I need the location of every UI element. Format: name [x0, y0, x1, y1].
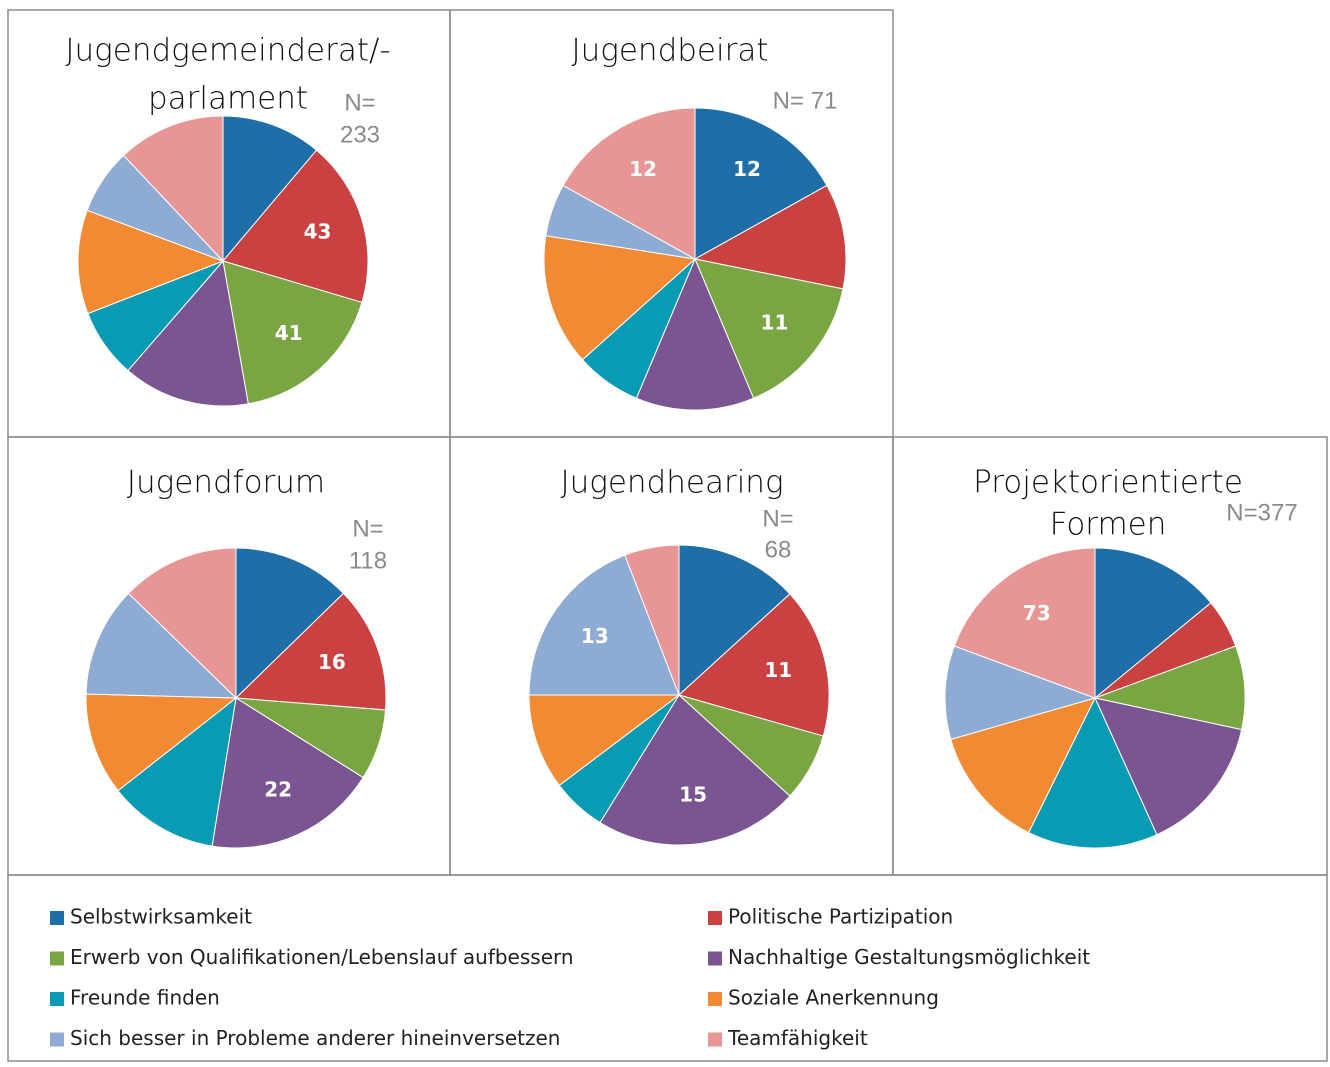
pie-slice [944, 645, 1097, 740]
pie-slice [693, 184, 847, 290]
legend-swatch [50, 951, 64, 966]
pie-slice [127, 547, 237, 700]
chart-title: Jugendforum [127, 465, 325, 501]
pie-slice [234, 592, 387, 711]
chart-title: Jugendhearing [560, 465, 783, 501]
pie-slice [222, 115, 318, 263]
pie-slice [1094, 697, 1243, 836]
data-label: 12 [733, 157, 761, 181]
data-label: 41 [275, 321, 303, 345]
n-label: N= 71 [773, 87, 838, 114]
pie-slice [543, 235, 697, 361]
pie-slice [77, 209, 225, 315]
pie-slice [222, 260, 363, 405]
pie-slice [599, 694, 791, 846]
legend-swatch [50, 992, 64, 1006]
n-label: 118 [349, 547, 387, 574]
pie-slice [235, 547, 345, 700]
data-label: 16 [318, 650, 346, 674]
pie-slice [85, 592, 238, 699]
pie-slice [222, 149, 369, 304]
legend-swatch [50, 1032, 64, 1047]
legend-swatch [708, 911, 722, 925]
legend-label: Erwerb von Qualifikationen/Lebenslauf au… [70, 945, 574, 969]
pie-slice [211, 697, 364, 849]
n-label: N= [762, 505, 793, 532]
data-label: 11 [761, 311, 789, 335]
n-label: N=377 [1226, 499, 1297, 526]
chart-title: Jugendbeirat [571, 33, 768, 69]
chart-title: Formen [1050, 507, 1167, 543]
n-label: N= [344, 89, 375, 116]
pie-slice [1093, 645, 1246, 731]
pie-slice [624, 544, 680, 696]
legend-swatch [708, 1032, 722, 1047]
data-label: 13 [581, 624, 609, 648]
pie-slice [953, 547, 1096, 699]
legend-label: Soziale Anerkennung [728, 986, 939, 1010]
pie-slice [635, 257, 755, 411]
pie-slice [950, 697, 1096, 834]
panel-borders [7, 9, 1328, 1062]
n-label: N= [352, 515, 383, 542]
legend-label: Selbstwirksamkeit [70, 905, 252, 929]
pie-slice [1094, 547, 1212, 700]
pie-slice [1027, 696, 1158, 849]
pie-slice [677, 593, 830, 737]
data-label: 15 [679, 783, 707, 807]
pie-slice [528, 694, 681, 787]
legend-panel [7, 874, 1328, 1062]
chart-title: Projektorientierte [973, 465, 1243, 501]
legend-label: Politische Partizipation [728, 905, 953, 929]
pie-slice [528, 554, 680, 696]
chart-title: Jugendgemeinderat/- [65, 33, 390, 69]
pie-slice [85, 693, 238, 792]
legend-label: Teamfähigkeit [727, 1026, 868, 1050]
pie-slice [127, 259, 249, 407]
chart-title: parlament [148, 81, 308, 117]
n-label: 233 [340, 121, 380, 148]
legend-swatch [708, 992, 722, 1006]
data-label: 11 [764, 658, 792, 682]
legend-label: Freunde finden [70, 986, 220, 1010]
pie-slice [694, 107, 828, 260]
data-label: 73 [1023, 601, 1051, 625]
pie-slice [694, 258, 844, 399]
legend-label: Sich besser in Probleme anderer hineinve… [70, 1026, 560, 1050]
data-label: 22 [264, 777, 292, 801]
pie-slice [678, 544, 791, 697]
pie-slice [117, 696, 237, 847]
pie-slice [562, 107, 696, 260]
data-label: 12 [629, 157, 657, 181]
pie-slice [122, 115, 224, 263]
legend-swatch [50, 911, 64, 925]
data-label: 43 [304, 219, 332, 243]
legend-swatch [708, 951, 722, 966]
n-label: 68 [765, 536, 792, 563]
legend-label: Nachhaltige Gestaltungsmöglichkeit [728, 945, 1090, 969]
